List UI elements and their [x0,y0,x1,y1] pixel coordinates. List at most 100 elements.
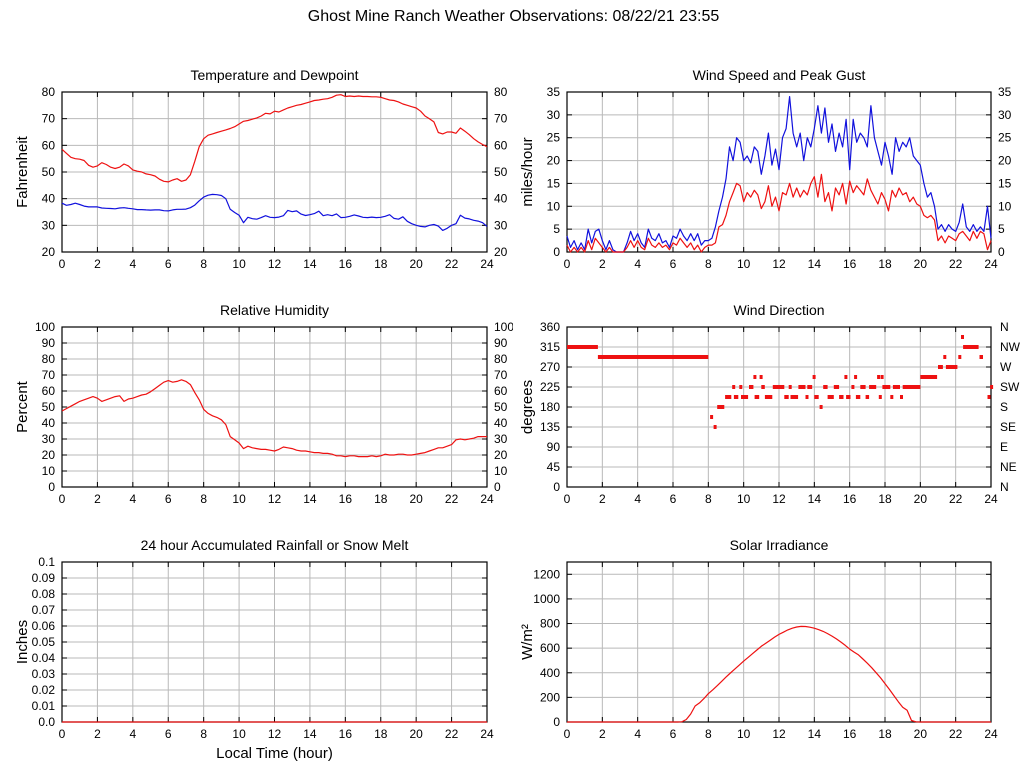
svg-text:8: 8 [705,727,712,741]
svg-text:20: 20 [998,154,1012,168]
svg-text:22: 22 [445,257,459,271]
svg-text:40: 40 [494,192,508,206]
svg-text:80: 80 [42,85,56,99]
wind_direction-points [798,385,806,389]
svg-text:50: 50 [494,400,508,414]
wind_direction-points [902,385,921,389]
svg-text:70: 70 [42,368,56,382]
svg-text:10: 10 [737,492,751,506]
wind_direction-points [882,385,891,389]
svg-text:N: N [1000,480,1009,494]
svg-text:E: E [1000,440,1008,454]
svg-text:2: 2 [94,492,101,506]
svg-text:4: 4 [129,492,136,506]
svg-text:0: 0 [553,715,560,729]
wind_direction-points [754,395,760,399]
svg-text:6: 6 [165,257,172,271]
svg-text:22: 22 [949,727,963,741]
svg-text:10: 10 [42,464,56,478]
svg-text:20: 20 [914,492,928,506]
wind_direction-points [784,395,789,399]
wind_direction-ylabel: degrees [519,380,536,434]
svg-text:NE: NE [1000,460,1017,474]
wind_direction-points [877,375,881,379]
wind_direction-points [807,385,813,389]
wind_direction-points [900,395,903,399]
svg-text:100: 100 [494,320,513,334]
wind_direction-points [753,375,757,379]
svg-text:25: 25 [998,131,1012,145]
svg-text:6: 6 [670,727,677,741]
svg-text:20: 20 [409,727,423,741]
svg-text:40: 40 [42,416,56,430]
svg-text:10: 10 [547,199,561,213]
svg-text:35: 35 [547,85,561,99]
wind_direction-points [790,395,799,399]
wind_direction-points [846,395,851,399]
wind_direction-points [938,365,943,369]
wind_direction-points [761,385,765,389]
svg-text:12: 12 [268,727,282,741]
svg-text:24: 24 [984,727,998,741]
svg-text:2: 2 [94,257,101,271]
wind_direction-points [597,355,709,359]
svg-text:0.1: 0.1 [38,555,55,569]
wind_direction-points [567,345,598,349]
wind_direction-points [759,375,763,379]
svg-text:0: 0 [59,727,66,741]
wind_direction-points [814,395,819,399]
wind_direction-points [854,375,858,379]
svg-text:14: 14 [808,492,822,506]
relative_humidity-ylabel: Percent [14,380,31,433]
svg-text:5: 5 [553,222,560,236]
svg-text:60: 60 [494,138,508,152]
wind_direction-points [710,415,714,419]
svg-text:200: 200 [540,690,560,704]
wind_direction-points [819,405,823,409]
svg-text:70: 70 [494,368,508,382]
wind_direction-points [772,385,785,389]
wind_direction-points [943,355,947,359]
wind_direction-points [963,345,979,349]
svg-text:S: S [1000,400,1008,414]
svg-text:14: 14 [303,492,317,506]
svg-text:16: 16 [339,727,353,741]
svg-text:30: 30 [547,108,561,122]
svg-text:90: 90 [42,336,56,350]
svg-text:20: 20 [914,727,928,741]
wind_direction-points [961,335,964,339]
svg-text:25: 25 [547,131,561,145]
svg-text:18: 18 [374,492,388,506]
svg-text:0: 0 [553,480,560,494]
svg-text:80: 80 [494,85,508,99]
svg-text:16: 16 [843,257,857,271]
svg-text:30: 30 [42,432,56,446]
svg-text:315: 315 [540,340,560,354]
svg-text:0.08: 0.08 [32,587,56,601]
svg-text:0.01: 0.01 [32,699,56,713]
svg-text:8: 8 [200,257,207,271]
svg-text:225: 225 [540,380,560,394]
svg-text:0: 0 [59,257,66,271]
panel-wind-direction: 0 2 4 6 8 10 12 14 16 18 20 22 24 0 N 45 NE 90 E 135 SE 180 S 2… [514,285,1027,525]
svg-text:1200: 1200 [533,567,560,581]
svg-text:0: 0 [564,257,571,271]
rainfall-title: 24 hour Accumulated Rainfall or Snow Mel… [141,537,409,553]
svg-text:8: 8 [705,492,712,506]
svg-text:24: 24 [984,257,998,271]
svg-text:800: 800 [540,617,560,631]
wind_direction-points [920,375,938,379]
svg-text:6: 6 [165,492,172,506]
svg-text:135: 135 [540,420,560,434]
wind_direction-points [839,395,844,399]
svg-text:4: 4 [634,727,641,741]
rainfall-chart: 0 2 4 6 8 10 12 14 16 18 20 22 240.00.010.020.030.04… [14,537,494,762]
svg-text:20: 20 [547,154,561,168]
svg-text:360: 360 [540,320,560,334]
wind_direction-points [990,385,994,389]
svg-text:80: 80 [494,352,508,366]
svg-text:14: 14 [303,257,317,271]
temperature_dewpoint-ylabel: Fahrenheit [14,135,31,208]
wind_direction-points [880,375,884,379]
